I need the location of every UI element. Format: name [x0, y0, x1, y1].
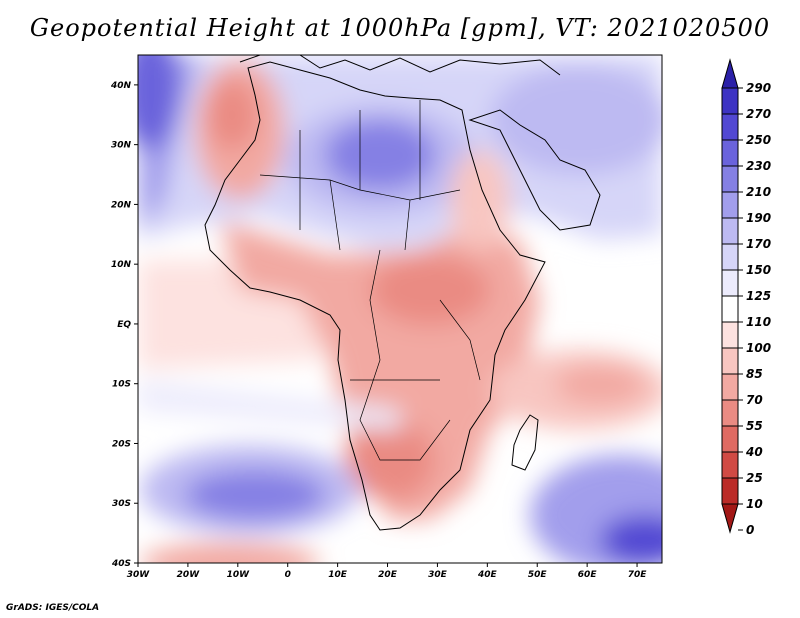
colorbar-segment: [721, 451, 739, 479]
colorbar-segment: [721, 217, 739, 245]
madagascar-coastline: [511, 414, 539, 471]
colorbar-label: 0: [746, 523, 754, 537]
lon-tick-label: 60E: [578, 570, 598, 580]
colorbar-segment: [721, 425, 739, 453]
lat-tick-label: 40S: [111, 559, 131, 569]
colorbar-label: 25: [746, 471, 763, 485]
africa-coastline: [204, 61, 546, 531]
lon-tick-label: 10E: [328, 570, 348, 580]
colorbar-segment: [721, 139, 739, 167]
country-borders: [259, 100, 481, 461]
lat-tick-label: 40N: [110, 81, 132, 91]
map-axes: 30W 20W 10W 0 10E 20E 30E 40E 50E 60E 70E 40N 30N 20N…: [110, 81, 647, 580]
colorbar: 2902702502302101901701501251101008570554…: [721, 58, 771, 537]
colorbar-segment: [721, 295, 739, 323]
colorbar-segment: [721, 113, 739, 141]
colorbar-top-arrow: [721, 58, 739, 89]
coastlines: [204, 55, 601, 531]
lat-tick-label: EQ: [117, 320, 131, 330]
colorbar-bottom-arrow: [721, 503, 739, 534]
lon-tick-label: 50E: [528, 570, 548, 580]
lat-tick-label: 10N: [111, 260, 132, 270]
lat-tick-label: 20S: [112, 439, 131, 449]
lat-tick-label: 20N: [111, 200, 132, 210]
colorbar-label: 110: [746, 315, 771, 329]
chart-title: Geopotential Height at 1000hPa [gpm], VT…: [29, 14, 771, 42]
map-frame: [137, 54, 663, 564]
colorbar-label: 150: [746, 263, 771, 277]
lon-tick-label: 10W: [227, 570, 251, 580]
lon-tick-label: 70E: [628, 570, 648, 580]
colorbar-label: 10: [746, 497, 763, 511]
colorbar-segment: [721, 165, 739, 193]
arabia-coastline: [468, 109, 601, 231]
lon-tick-label: 30E: [428, 570, 448, 580]
colorbar-label: 55: [746, 419, 763, 433]
lat-tick-label: 30N: [111, 141, 132, 151]
lon-tick-label: 40E: [477, 570, 498, 580]
colorbar-label: 170: [746, 237, 771, 251]
colorbar-segment: [721, 347, 739, 375]
lat-tick-label: 30S: [112, 499, 131, 509]
colorbar-segment: [721, 399, 739, 427]
colorbar-segment: [721, 373, 739, 401]
lon-tick-label: 0: [285, 570, 291, 580]
colorbar-segment: [721, 321, 739, 349]
colorbar-label: 125: [746, 289, 771, 303]
europe-coastline: [239, 55, 561, 76]
colorbar-label: 70: [746, 393, 763, 407]
colorbar-segment: [721, 243, 739, 271]
colorbar-label: 250: [746, 133, 771, 147]
colorbar-segment: [721, 477, 739, 505]
height-field: [138, 55, 662, 563]
colorbar-label: 85: [746, 367, 763, 381]
colorbar-label: 290: [746, 81, 771, 95]
colorbar-label: 190: [746, 211, 771, 225]
grads-credit: GrADS: IGES/COLA: [6, 603, 100, 613]
lon-tick-label: 30W: [127, 570, 151, 580]
colorbar-segment: [721, 87, 739, 115]
lat-tick-label: 10S: [112, 380, 131, 390]
colorbar-segment: [721, 269, 739, 297]
colorbar-label: 230: [746, 159, 771, 173]
colorbar-label: 40: [745, 445, 763, 459]
colorbar-label: 100: [746, 341, 771, 355]
lon-tick-label: 20E: [378, 570, 398, 580]
colorbar-label: 270: [746, 107, 771, 121]
lon-tick-label: 20W: [177, 570, 201, 580]
colorbar-label: 210: [746, 185, 771, 199]
colorbar-segment: [721, 191, 739, 219]
